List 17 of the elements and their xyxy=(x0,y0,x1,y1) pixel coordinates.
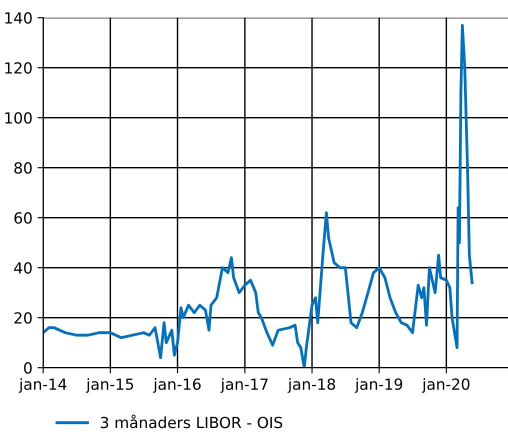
y-tick-label: 0 xyxy=(24,362,32,374)
y-tick-label: 140 xyxy=(5,12,32,24)
x-tick-label: jan-16 xyxy=(153,378,201,393)
x-tick-label: jan-19 xyxy=(354,378,402,393)
y-tick-label: 20 xyxy=(14,312,32,324)
x-tick-label: jan-20 xyxy=(422,378,470,393)
x-tick-label: jan-17 xyxy=(220,378,268,393)
y-tick-label: 100 xyxy=(5,112,32,124)
legend-label: 3 månaders LIBOR - OIS xyxy=(100,414,282,428)
x-tick-label: jan-15 xyxy=(86,378,134,393)
y-tick-label: 120 xyxy=(5,62,32,74)
y-tick-label: 40 xyxy=(14,262,32,274)
y-tick-label: 60 xyxy=(14,212,32,224)
x-tick-label: jan-18 xyxy=(288,378,336,393)
y-tick-label: 80 xyxy=(14,162,32,174)
line-series xyxy=(43,24,474,368)
x-tick-label: jan-14 xyxy=(18,378,66,393)
